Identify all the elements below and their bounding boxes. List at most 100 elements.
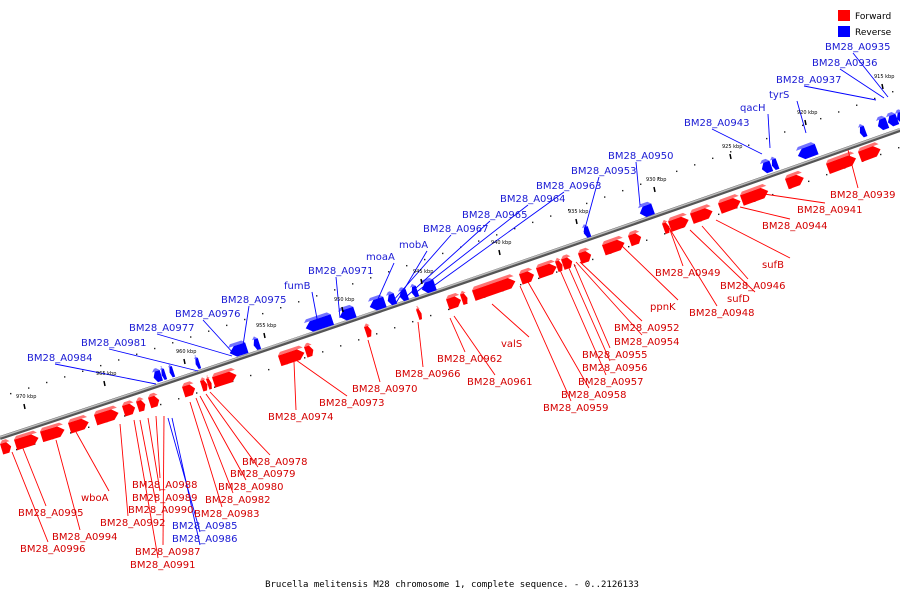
leader-line xyxy=(847,149,859,189)
reverse-gene xyxy=(194,355,202,370)
forward-gene xyxy=(561,254,573,270)
tick-dot xyxy=(430,314,432,317)
leader-line xyxy=(156,333,233,357)
leader-line xyxy=(635,161,641,206)
tick-dot xyxy=(304,357,306,359)
scale-label: 925 kbp xyxy=(722,144,742,150)
leader-line xyxy=(209,391,271,456)
leader-line xyxy=(108,348,199,372)
forward-gene-label: BM28_A0978 xyxy=(242,457,308,468)
tick-dot xyxy=(646,239,648,241)
leader-line xyxy=(199,395,247,481)
leader-line xyxy=(21,445,47,507)
leader-line xyxy=(667,225,718,307)
reverse-gene xyxy=(895,109,900,124)
reverse-gene xyxy=(338,304,357,321)
leader-line xyxy=(491,303,530,338)
tick-dot xyxy=(826,173,828,176)
forward-gene xyxy=(40,422,65,443)
forward-gene xyxy=(364,323,372,338)
tick-dot xyxy=(874,97,876,100)
leader-line xyxy=(852,52,889,98)
leader-line xyxy=(519,285,572,402)
tick-dot xyxy=(718,213,720,216)
forward-gene-label: BM28_A0990 xyxy=(128,505,194,516)
tick-dot xyxy=(628,245,630,248)
forward-gene xyxy=(182,381,196,398)
reverse-gene-label: BM28_A0976 xyxy=(175,309,241,320)
tick-dot xyxy=(244,318,246,321)
tick-dot xyxy=(892,91,894,93)
leader-line xyxy=(171,417,201,546)
reverse-gene-label: BM28_A0943 xyxy=(684,118,750,129)
tick-dot xyxy=(748,144,750,146)
tick-dot xyxy=(358,339,360,341)
leader-line xyxy=(155,415,161,479)
leader-line xyxy=(453,315,496,376)
scale-label: 935 kbp xyxy=(568,209,588,215)
tick-dot xyxy=(262,312,264,315)
reverse-gene xyxy=(638,201,655,217)
tick-dot xyxy=(370,277,372,279)
tick-dot xyxy=(514,227,516,230)
forward-gene xyxy=(519,267,535,285)
tick-dot xyxy=(250,374,252,377)
tick-dot xyxy=(538,277,540,280)
tick-dot xyxy=(520,283,522,286)
tick-dot xyxy=(100,364,102,367)
forward-gene-label: BM28_A0959 xyxy=(543,403,609,414)
tick-dot xyxy=(298,301,300,303)
label-leaders xyxy=(11,52,889,559)
chromosome-backbone xyxy=(0,128,900,440)
forward-gene xyxy=(200,377,208,392)
leader-line xyxy=(417,321,424,368)
forward-gene-label: BM28_A0946 xyxy=(720,281,786,292)
forward-gene xyxy=(662,219,670,235)
tick-dot xyxy=(640,183,642,185)
leader-line xyxy=(335,276,341,319)
reverse-genes xyxy=(152,109,900,383)
tick-dot xyxy=(412,320,414,323)
tick-dot xyxy=(808,180,810,183)
reverse-gene-label: BM28_A0967 xyxy=(423,224,489,235)
reverse-gene-label: fumB xyxy=(284,281,311,292)
leader-line xyxy=(803,85,877,101)
forward-gene-label: BM28_A0956 xyxy=(582,363,648,374)
leader-line xyxy=(559,269,607,376)
forward-gene-label: BM28_A0966 xyxy=(395,369,461,380)
forward-gene-label: BM28_A0991 xyxy=(130,560,196,571)
reverse-gene-label: BM28_A0963 xyxy=(536,181,602,192)
scale-label: 940 kbp xyxy=(491,240,511,246)
forward-gene-label: ppnK xyxy=(650,302,676,313)
tick-dot xyxy=(376,333,378,335)
tick-dot xyxy=(532,221,534,224)
forward-gene-label: BM28_A0979 xyxy=(230,469,296,480)
leader-line xyxy=(119,423,129,517)
forward-gene-label: sufB xyxy=(762,260,784,271)
forward-gene xyxy=(460,290,468,305)
tick-dot xyxy=(196,392,198,394)
leader-line xyxy=(405,220,491,298)
leader-line xyxy=(202,319,235,355)
reverse-gene-label: BM28_A0971 xyxy=(308,266,374,277)
forward-gene xyxy=(536,259,557,279)
forward-gene-label: BM28_A0996 xyxy=(20,544,86,555)
leader-line xyxy=(162,415,165,546)
forward-gene xyxy=(785,170,804,190)
tick-dot xyxy=(442,252,444,255)
legend-reverse-label: Reverse xyxy=(855,28,892,38)
scale-tick xyxy=(23,403,26,410)
leader-line xyxy=(449,317,466,353)
leader-line xyxy=(575,261,643,336)
reverse-gene-label: BM28_A0950 xyxy=(608,151,674,162)
reverse-gene xyxy=(770,156,780,171)
forward-gene xyxy=(628,229,642,247)
leader-line xyxy=(413,204,529,295)
forward-gene xyxy=(602,235,625,256)
leader-line xyxy=(195,397,234,494)
leader-line xyxy=(167,417,201,533)
leader-line xyxy=(295,359,348,397)
tick-dot xyxy=(46,381,48,384)
tick-dot xyxy=(226,324,228,327)
forward-gene xyxy=(212,367,237,388)
